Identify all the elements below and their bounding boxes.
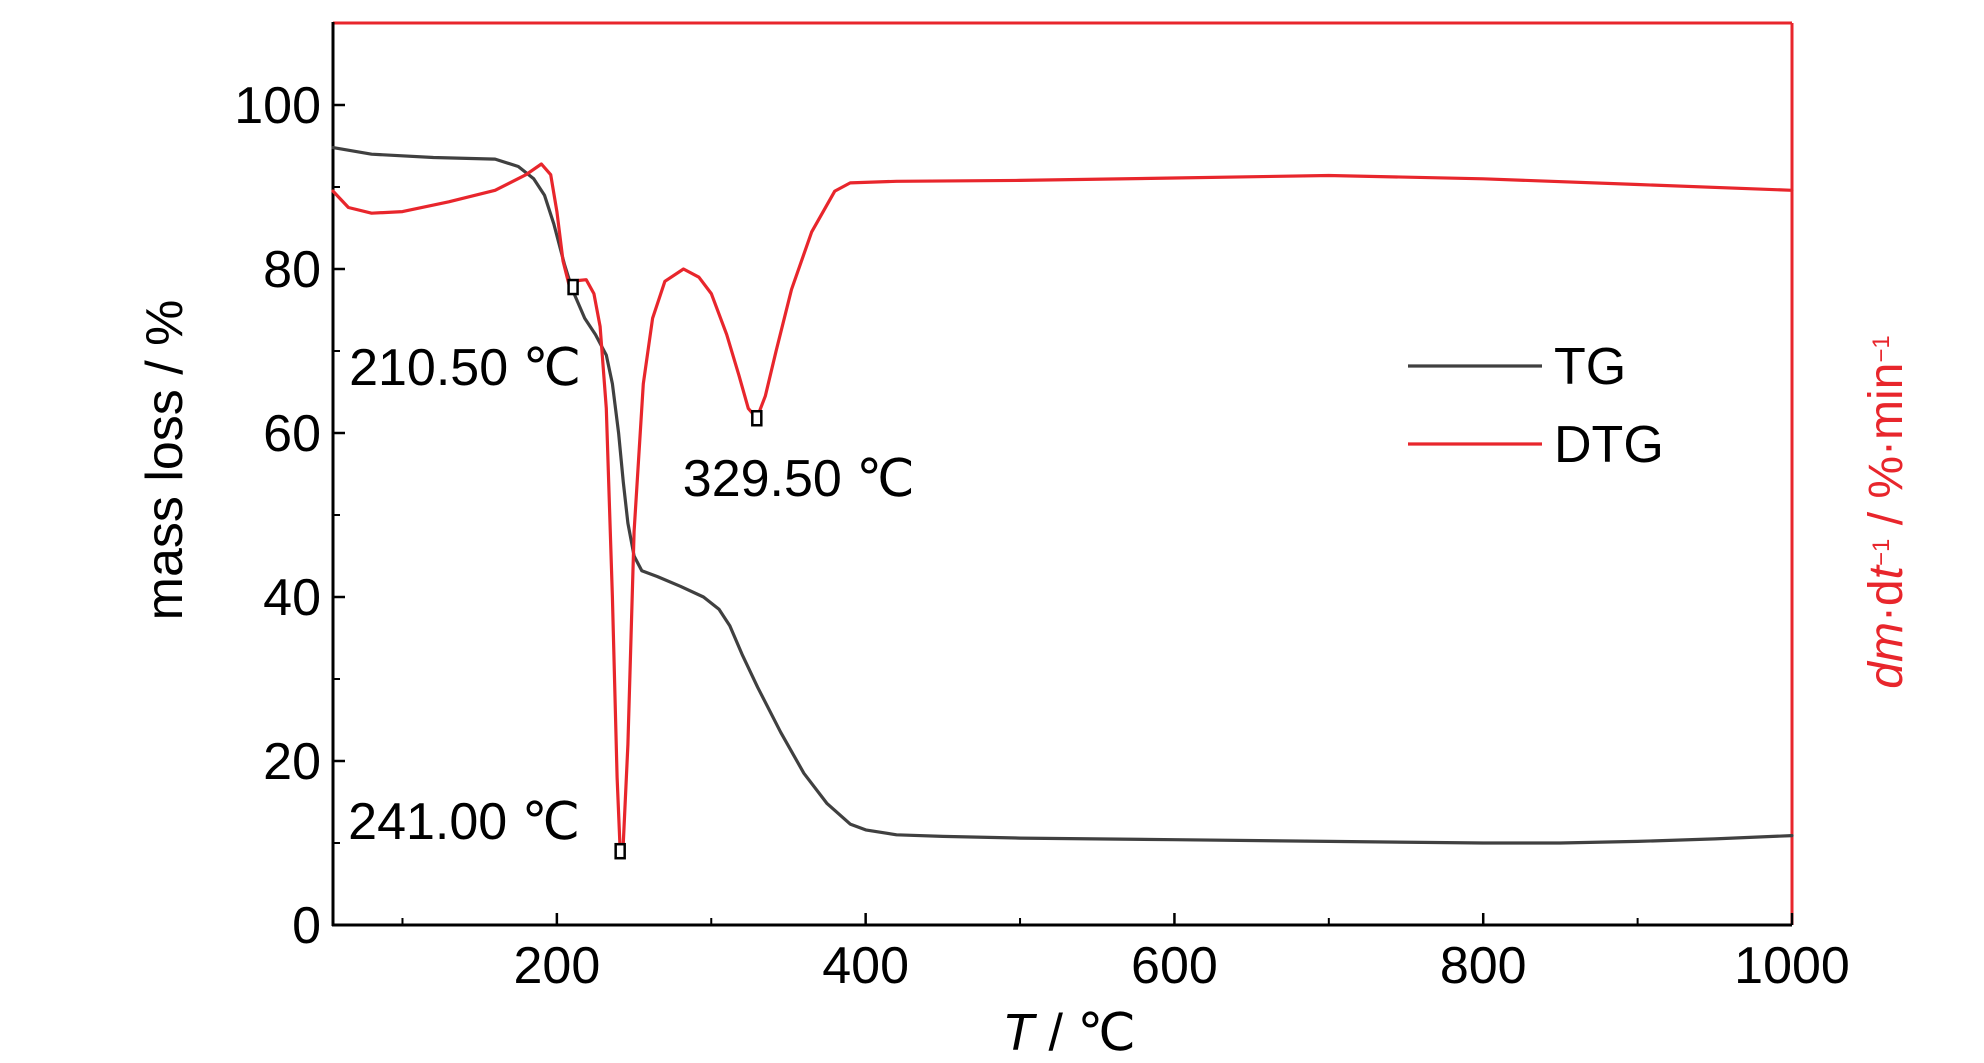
y-right-title-part-t: t <box>1860 564 1913 579</box>
x-tick-label: 200 <box>513 937 600 995</box>
y-axis-left-ticks: 0 20 40 60 80 100 <box>234 77 345 955</box>
x-tick-label: 800 <box>1440 937 1527 995</box>
legend-label-dtg: DTG <box>1554 416 1664 474</box>
y-axis-right-title: dm·dt−1 / %·min−1 <box>1860 335 1913 688</box>
x-tick-label: 400 <box>822 937 909 995</box>
x-axis-title-unit: / ℃ <box>1034 1004 1136 1062</box>
peak-annotation: 329.50 ℃ <box>683 450 915 508</box>
y-right-title-part-dm: dm <box>1860 622 1913 689</box>
plot-frame <box>331 21 1794 927</box>
y-axis-left-title: mass loss / % <box>136 300 194 621</box>
peak-marker <box>614 842 626 860</box>
legend-label-tg: TG <box>1554 338 1626 396</box>
peak-annotation: 241.00 ℃ <box>348 793 580 851</box>
x-axis-title: T / ℃ <box>1002 1004 1136 1062</box>
series-layer <box>331 146 1794 853</box>
marker-layer <box>567 278 763 860</box>
y-right-title-sup1: −1 <box>1868 539 1895 566</box>
y-tick-label: 100 <box>234 77 321 135</box>
y-tick-label: 80 <box>263 241 321 299</box>
x-tick-label: 600 <box>1131 937 1218 995</box>
y-tick-label: 0 <box>292 897 321 955</box>
y-tick-label: 20 <box>263 733 321 791</box>
peak-marker <box>751 409 763 427</box>
series-line-tg <box>331 146 1794 845</box>
series-line-dtg <box>331 162 1794 853</box>
y-right-title-sup2: −1 <box>1868 335 1895 362</box>
y-tick-label: 40 <box>263 569 321 627</box>
peak-annotation: 210.50 ℃ <box>349 339 581 397</box>
peak-marker <box>567 278 579 296</box>
x-axis-ticks: 200 400 600 800 1000 <box>401 913 1850 995</box>
x-axis-title-italic: T <box>1002 1004 1037 1062</box>
x-tick-label: 1000 <box>1734 937 1850 995</box>
y-right-title-unit: / %·min <box>1860 363 1913 539</box>
y-tick-label: 60 <box>263 405 321 463</box>
y-right-title-part-dt: ·d <box>1860 579 1913 622</box>
legend: TG DTG <box>1408 338 1664 474</box>
annotation-layer: 210.50 ℃ 241.00 ℃ 329.50 ℃ <box>348 339 915 851</box>
